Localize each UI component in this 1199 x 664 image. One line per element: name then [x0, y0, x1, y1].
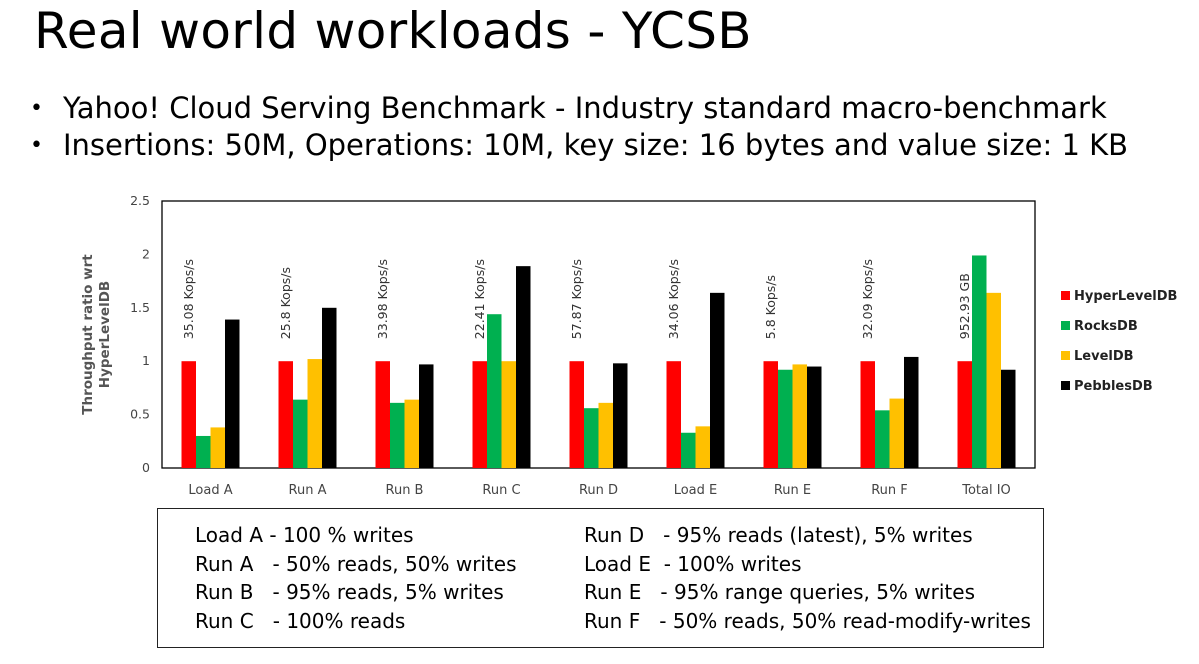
- bar-hyperleveldb-run-e: [763, 361, 778, 468]
- bar-leveldb-load-e: [695, 426, 710, 468]
- bar-rocksdb-run-d: [584, 408, 599, 468]
- legend-swatch-hyperleveldb: [1061, 291, 1070, 300]
- workload-legend-box: Load A - 100 % writes Run A - 50% reads,…: [157, 508, 1044, 648]
- x-tick-label: Run C: [482, 483, 520, 498]
- y-axis-label: HyperLevelDB: [97, 281, 113, 388]
- bar-pebblesdb-load-a: [225, 319, 240, 468]
- x-tick-label: Load A: [188, 483, 232, 498]
- legend-swatch-leveldb: [1061, 351, 1070, 360]
- bullet-dot: •: [30, 96, 43, 121]
- x-tick-label: Run B: [386, 483, 424, 498]
- bar-leveldb-run-a: [307, 359, 322, 468]
- bar-rocksdb-total-io: [972, 255, 987, 468]
- x-tick-label: Total IO: [961, 483, 1011, 498]
- bar-hyperleveldb-run-c: [472, 361, 487, 468]
- bar-leveldb-run-d: [598, 402, 613, 468]
- y-tick-label: 0.5: [130, 407, 150, 422]
- bullet-item: • Insertions: 50M, Operations: 10M, key s…: [30, 127, 1128, 164]
- x-tick-label: Run F: [871, 483, 908, 498]
- bar-data-annotation: 22.41 Kops/s: [472, 259, 487, 339]
- bullet-item: • Yahoo! Cloud Serving Benchmark - Indust…: [30, 90, 1128, 127]
- legend-label: LevelDB: [1074, 349, 1134, 364]
- bar-hyperleveldb-load-e: [666, 361, 681, 468]
- bar-hyperleveldb-run-a: [278, 361, 293, 468]
- bar-pebblesdb-run-f: [904, 356, 919, 468]
- bullet-list: • Yahoo! Cloud Serving Benchmark - Indust…: [30, 90, 1128, 164]
- bar-rocksdb-run-c: [487, 314, 502, 468]
- bar-data-annotation: 25.8 Kops/s: [278, 267, 293, 339]
- workload-legend-item: Run E - 95% range queries, 5% writes: [584, 580, 975, 604]
- bar-rocksdb-run-b: [390, 402, 405, 468]
- x-tick-label: Run E: [774, 483, 811, 498]
- bar-pebblesdb-run-c: [516, 266, 531, 468]
- bar-rocksdb-load-a: [196, 435, 211, 468]
- bar-rocksdb-run-e: [778, 369, 793, 468]
- bar-data-annotation: 952.93 GB: [957, 273, 972, 339]
- workload-legend-item: Run A - 50% reads, 50% writes: [195, 551, 517, 576]
- bar-rocksdb-run-a: [293, 399, 308, 468]
- y-tick-label: 1: [142, 353, 150, 368]
- bar-pebblesdb-load-e: [710, 292, 725, 468]
- legend-label: RocksDB: [1074, 319, 1138, 334]
- bar-data-annotation: 5.8 Kops/s: [763, 275, 778, 339]
- bar-pebblesdb-run-d: [613, 363, 628, 468]
- y-tick-label: 1.5: [130, 300, 150, 315]
- bar-leveldb-total-io: [986, 292, 1001, 468]
- y-tick-label: 0: [142, 460, 150, 475]
- legend-label: HyperLevelDB: [1074, 289, 1177, 304]
- workload-legend-left-column: Load A - 100 % writes Run A - 50% reads,…: [195, 523, 517, 637]
- bar-data-annotation: 35.08 Kops/s: [181, 259, 196, 339]
- y-tick-label: 2: [142, 246, 150, 261]
- bar-leveldb-run-b: [404, 399, 419, 468]
- bar-leveldb-run-f: [889, 398, 904, 468]
- legend-swatch-pebblesdb: [1061, 381, 1070, 390]
- bar-hyperleveldb-run-b: [375, 361, 390, 468]
- bar-hyperleveldb-run-d: [569, 361, 584, 468]
- workload-legend-right-column: Run D - 95% reads (latest), 5% writes Lo…: [584, 523, 1031, 637]
- workload-legend-item: Run C - 100% reads: [195, 608, 406, 633]
- bar-leveldb-load-a: [210, 427, 225, 468]
- bar-data-annotation: 57.87 Kops/s: [569, 259, 584, 339]
- bullet-dot: •: [30, 133, 43, 158]
- bar-pebblesdb-run-b: [419, 364, 434, 468]
- bar-rocksdb-load-e: [681, 432, 696, 468]
- legend-swatch-rocksdb: [1061, 321, 1070, 330]
- bar-hyperleveldb-run-f: [860, 361, 875, 468]
- bullet-text: Insertions: 50M, Operations: 10M, key si…: [63, 128, 1129, 162]
- legend-label: PebblesDB: [1074, 379, 1153, 394]
- slide-title: Real world workloads - YCSB: [34, 2, 752, 60]
- x-tick-label: Run D: [579, 483, 618, 498]
- bar-leveldb-run-e: [792, 364, 807, 468]
- workload-legend-item: Load E - 100% writes: [584, 551, 802, 576]
- bar-data-annotation: 34.06 Kops/s: [666, 259, 681, 339]
- bar-rocksdb-run-f: [875, 410, 890, 468]
- bar-pebblesdb-run-e: [807, 366, 822, 468]
- x-tick-label: Load E: [674, 483, 718, 498]
- workload-legend-item: Run F - 50% reads, 50% read-modify-write…: [584, 608, 1031, 633]
- bar-pebblesdb-run-a: [322, 307, 337, 468]
- workload-legend-item: Run D - 95% reads (latest), 5% writes: [584, 523, 973, 547]
- bar-data-annotation: 32.09 Kops/s: [860, 259, 875, 339]
- bar-data-annotation: 33.98 Kops/s: [375, 259, 390, 339]
- bar-hyperleveldb-total-io: [957, 361, 972, 468]
- bar-hyperleveldb-load-a: [181, 361, 196, 468]
- y-axis-label: Throughput ratio wrt: [80, 254, 96, 415]
- bar-pebblesdb-total-io: [1001, 369, 1016, 468]
- x-tick-label: Run A: [289, 483, 327, 498]
- bar-leveldb-run-c: [501, 361, 516, 468]
- workload-legend-item: Load A - 100 % writes: [195, 523, 414, 547]
- bullet-text: Yahoo! Cloud Serving Benchmark - Industr…: [63, 91, 1107, 125]
- y-tick-label: 2.5: [130, 193, 150, 208]
- workload-legend-item: Run B - 95% reads, 5% writes: [195, 580, 504, 604]
